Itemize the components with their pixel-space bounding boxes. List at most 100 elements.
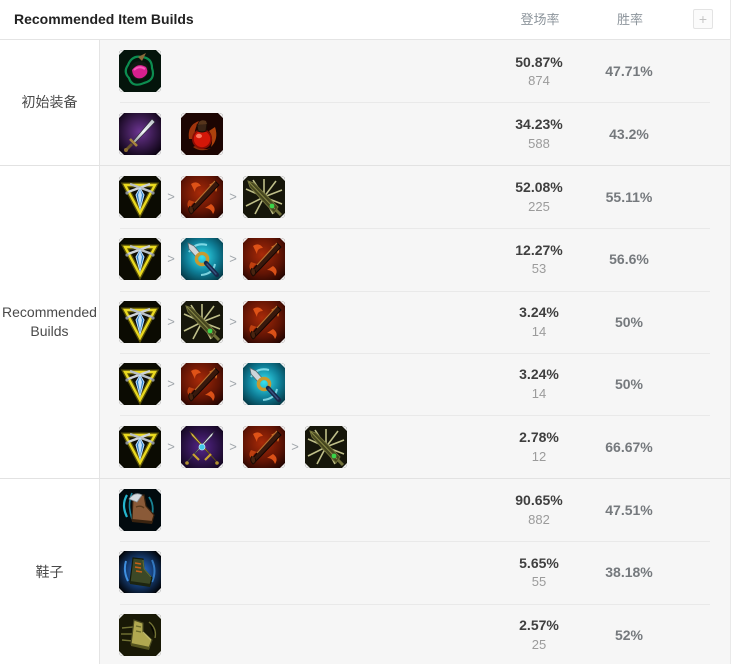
section-rows: 90.65% 882 47.51% 5.65% 55 38.18% 2.57% 25 52%: [100, 479, 730, 664]
section-label: Recommended Builds: [0, 165, 100, 478]
purple-swords-icon[interactable]: [181, 425, 223, 468]
games-count: 882: [528, 512, 550, 528]
win-rate-value: 55.11%: [605, 188, 653, 205]
build-section: 鞋子 90.65% 882 47.51% 5.65% 55 38.18% 2.57% 25 52%: [0, 477, 730, 664]
spiked-blade-icon[interactable]: [305, 425, 347, 468]
build-row: 90.65% 882 47.51%: [100, 479, 730, 541]
games-count: 14: [531, 386, 547, 402]
pick-rate-value: 2.78%: [519, 428, 559, 445]
next-arrow-icon: >: [229, 376, 237, 392]
spiked-blade-icon[interactable]: [243, 175, 285, 218]
build-section: 初始装备 50.87% 874 47.71% 34.23% 588 43.2%: [0, 40, 730, 165]
item-sequence: > >: [100, 300, 479, 343]
games-count: 14: [531, 323, 547, 339]
gold-triangle-icon[interactable]: [119, 238, 161, 281]
next-arrow-icon: >: [291, 438, 299, 454]
panel-title: Recommended Item Builds: [14, 11, 194, 27]
pick-rate-cell: 3.24% 14: [479, 304, 599, 339]
win-rate-column-header: 胜率: [616, 12, 643, 27]
games-count: 12: [531, 448, 547, 464]
build-row: > >52.08% 225 55.11%: [100, 166, 730, 228]
health-potion-icon[interactable]: [181, 112, 223, 155]
flame-blade-icon[interactable]: [243, 300, 285, 343]
pick-rate-value: 3.24%: [519, 366, 559, 383]
win-rate-value: 47.51%: [605, 501, 653, 518]
emerald-seedling-icon[interactable]: [119, 50, 161, 93]
win-rate-value: 52%: [614, 626, 644, 643]
plated-boots-icon[interactable]: [119, 551, 161, 594]
games-count: 55: [531, 574, 547, 590]
flame-blade-icon[interactable]: [181, 363, 223, 406]
next-arrow-icon: >: [229, 251, 237, 267]
item-sequence: [100, 488, 479, 531]
games-count: 25: [531, 636, 547, 652]
games-count: 53: [531, 261, 547, 277]
pick-rate-value: 90.65%: [515, 492, 563, 509]
section-rows: > >52.08% 225 55.11% > >12.27% 53 56.6% > >3.24% 1…: [100, 166, 730, 478]
build-row: 2.57% 25 52%: [100, 603, 730, 664]
gold-triangle-icon[interactable]: [119, 363, 161, 406]
games-count: 225: [528, 199, 550, 215]
pick-rate-value: 34.23%: [515, 115, 563, 132]
next-arrow-icon: >: [167, 438, 175, 454]
long-sword-icon[interactable]: [119, 112, 161, 155]
item-sequence: [100, 50, 479, 93]
pick-rate-value: 52.08%: [515, 179, 563, 196]
build-section: Recommended Builds > >52.08% 225 55.11% > >12.…: [0, 164, 730, 478]
sections-container: 初始装备 50.87% 874 47.71% 34.23% 588 43.2% Recomme…: [0, 40, 730, 664]
section-label: 初始装备: [0, 40, 100, 165]
build-row: 34.23% 588 43.2%: [100, 102, 730, 164]
pick-rate-value: 2.57%: [519, 617, 559, 634]
pick-rate-value: 3.24%: [519, 304, 559, 321]
win-rate-value: 66.67%: [605, 438, 653, 455]
build-row: > > >2.78% 12 66.67%: [100, 415, 730, 477]
pick-rate-cell: 2.78% 12: [479, 429, 599, 464]
win-rate-value: 43.2%: [609, 125, 649, 142]
games-count: 874: [528, 73, 550, 89]
spiked-blade-icon[interactable]: [181, 300, 223, 343]
next-arrow-icon: >: [167, 313, 175, 329]
next-arrow-icon: >: [229, 188, 237, 204]
pick-rate-cell: 90.65% 882: [479, 492, 599, 527]
panel-header: Recommended Item Builds 登场率 胜率 +: [0, 0, 730, 40]
next-arrow-icon: >: [167, 188, 175, 204]
flame-blade-icon[interactable]: [243, 425, 285, 468]
build-row: > >3.24% 14 50%: [100, 290, 730, 353]
gold-triangle-icon[interactable]: [119, 300, 161, 343]
games-count: 588: [528, 135, 550, 151]
pick-rate-column-header: 登场率: [520, 12, 560, 27]
pick-rate-value: 5.65%: [519, 554, 559, 571]
item-sequence: > > >: [100, 425, 479, 468]
build-row: > >12.27% 53 56.6%: [100, 228, 730, 290]
next-arrow-icon: >: [229, 438, 237, 454]
pick-rate-cell: 3.24% 14: [479, 366, 599, 401]
frost-hilt-icon[interactable]: [181, 238, 223, 281]
next-arrow-icon: >: [167, 251, 175, 267]
pick-rate-value: 50.87%: [515, 53, 563, 70]
pick-rate-cell: 50.87% 874: [479, 54, 599, 89]
section-rows: 50.87% 874 47.71% 34.23% 588 43.2%: [100, 40, 730, 165]
gold-triangle-icon[interactable]: [119, 175, 161, 218]
winged-boots-icon[interactable]: [119, 488, 161, 531]
item-sequence: > >: [100, 175, 479, 218]
gold-triangle-icon[interactable]: [119, 425, 161, 468]
next-arrow-icon: >: [167, 376, 175, 392]
item-sequence: [100, 551, 479, 594]
item-sequence: > >: [100, 363, 479, 406]
frost-hilt-icon[interactable]: [243, 363, 285, 406]
flame-blade-icon[interactable]: [181, 175, 223, 218]
swift-boots-icon[interactable]: [119, 613, 161, 656]
pick-rate-cell: 52.08% 225: [479, 179, 599, 214]
add-button[interactable]: +: [693, 9, 713, 29]
pick-rate-cell: 2.57% 25: [479, 617, 599, 652]
win-rate-value: 56.6%: [609, 251, 649, 268]
item-sequence: > >: [100, 238, 479, 281]
win-rate-value: 38.18%: [605, 564, 653, 581]
build-row: > >3.24% 14 50%: [100, 352, 730, 415]
section-label: 鞋子: [0, 478, 100, 664]
flame-blade-icon[interactable]: [243, 238, 285, 281]
build-row: 5.65% 55 38.18%: [100, 541, 730, 603]
build-row: 50.87% 874 47.71%: [100, 40, 730, 102]
item-sequence: [100, 112, 479, 155]
